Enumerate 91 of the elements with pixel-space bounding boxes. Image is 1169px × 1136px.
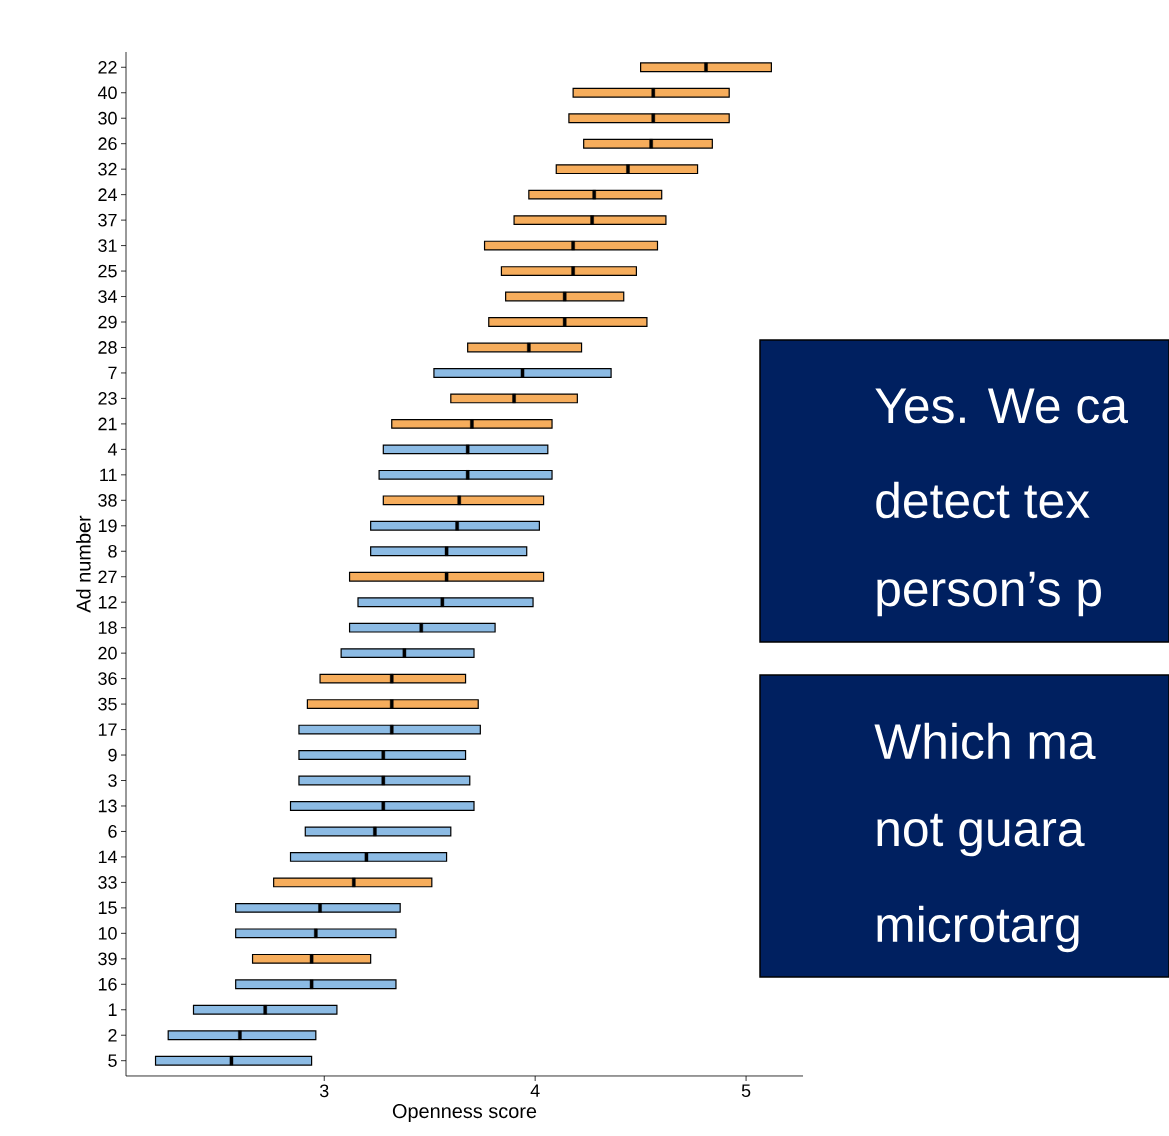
bar	[382, 495, 545, 506]
bar	[298, 775, 471, 786]
y-tick-label: 18	[98, 621, 117, 635]
text: not guara	[877, 813, 1085, 857]
bar	[192, 1004, 338, 1015]
bar	[640, 62, 772, 73]
bar	[289, 851, 448, 862]
bar	[500, 266, 637, 276]
y-tick-label: 20	[98, 646, 117, 660]
x-tick-label: 5	[741, 1084, 751, 1098]
bar	[483, 240, 659, 251]
y-tick-label: 36	[98, 672, 117, 685]
y-tick-label: 22	[98, 61, 117, 74]
bar	[154, 1055, 313, 1066]
y-tick-label: 34	[98, 290, 117, 303]
bar	[289, 801, 475, 811]
y-tick-label: 26	[98, 137, 117, 151]
bar	[528, 189, 663, 200]
y-tick-label: 1	[108, 1003, 117, 1016]
y-tick-label: 14	[98, 850, 117, 864]
bar	[298, 724, 481, 735]
x-tick-label: 4	[530, 1084, 540, 1097]
bar	[235, 928, 397, 939]
y-tick-label: 28	[98, 341, 117, 354]
y-axis-title: Ad number	[76, 515, 91, 613]
y-tick-label: 6	[108, 825, 117, 838]
bar	[555, 164, 699, 175]
y-tick-label: 33	[98, 876, 117, 889]
y-tick-label: 24	[98, 188, 117, 201]
bar	[391, 418, 553, 429]
y-tick-label: 3	[108, 774, 117, 787]
y-tick-label: 23	[98, 392, 117, 405]
y-tick-label: 17	[98, 723, 117, 736]
bar	[370, 520, 540, 531]
text: microtarg	[877, 905, 1079, 953]
bar	[306, 699, 479, 710]
y-tick-label: 29	[98, 315, 117, 329]
bar	[235, 979, 397, 990]
y-tick-label: 30	[98, 111, 117, 125]
x-axis-title: Openness score	[392, 1104, 537, 1123]
y-tick-label: 40	[97, 86, 117, 100]
bar	[357, 597, 534, 608]
y-tick-label: 11	[100, 468, 117, 482]
bar	[513, 215, 667, 226]
bar	[304, 826, 452, 837]
y-tick-label: 31	[98, 239, 117, 252]
bar	[298, 750, 467, 760]
y-tick-label: 39	[98, 952, 117, 966]
text: person’s p	[877, 571, 1101, 617]
text: Yes. We ca	[875, 388, 1129, 424]
text: detect tex	[876, 481, 1090, 519]
y-tick-label: 38	[98, 493, 117, 507]
bar	[251, 953, 372, 964]
bar	[348, 622, 496, 633]
y-tick-label: 21	[98, 417, 117, 431]
y-tick-label: 13	[98, 799, 117, 813]
bar	[340, 648, 475, 659]
y-tick-label: 16	[98, 977, 117, 991]
bar	[467, 342, 583, 353]
bar	[167, 1030, 317, 1041]
y-tick-label: 32	[98, 162, 117, 176]
bar	[319, 673, 467, 684]
y-tick-label: 2	[108, 1028, 117, 1042]
y-tick-label: 35	[98, 697, 117, 711]
bar	[433, 368, 612, 378]
bar	[488, 317, 648, 327]
y-tick-label: 37	[98, 213, 117, 227]
y-tick-label: 4	[107, 443, 117, 456]
bar	[583, 138, 713, 149]
x-tick-label: 3	[319, 1084, 329, 1098]
bar	[450, 393, 578, 404]
text: Which ma	[874, 722, 1096, 760]
y-tick-label: 5	[108, 1054, 117, 1067]
bar	[378, 469, 553, 480]
y-tick-label: 8	[108, 544, 117, 558]
bar	[235, 902, 401, 913]
bar	[572, 87, 730, 98]
bar	[273, 877, 433, 888]
bar	[370, 546, 528, 557]
y-tick-label: 7	[108, 366, 117, 380]
bar	[348, 571, 545, 582]
y-tick-label: 15	[98, 901, 117, 915]
bar	[382, 444, 549, 455]
bar	[505, 291, 625, 302]
y-tick-label: 27	[98, 570, 117, 583]
y-tick-label: 9	[108, 748, 117, 762]
bar	[568, 113, 730, 124]
y-tick-label: 12	[98, 595, 117, 609]
y-tick-label: 19	[98, 519, 117, 533]
y-tick-label: 10	[98, 926, 117, 940]
y-tick-label: 25	[98, 264, 117, 278]
